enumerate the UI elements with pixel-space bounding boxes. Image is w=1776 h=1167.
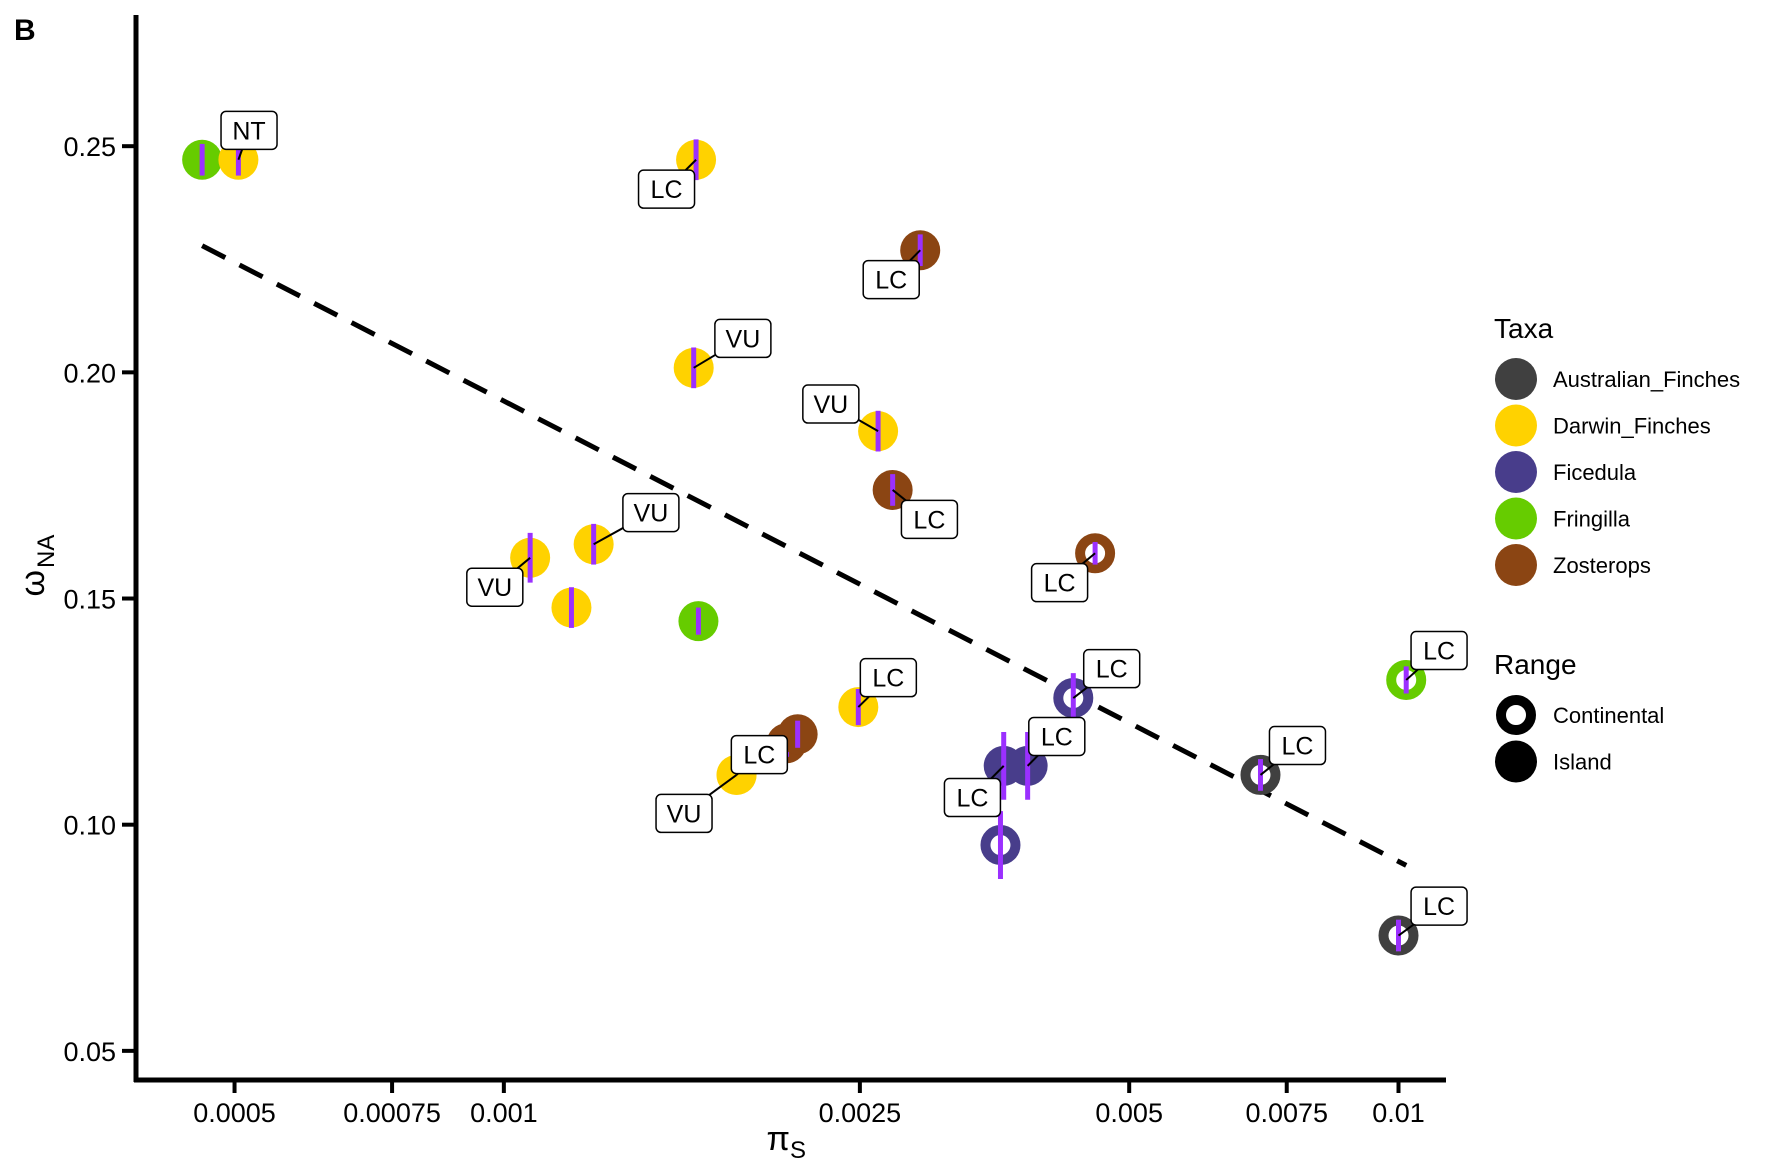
x-tick-label: 0.005 (1095, 1098, 1163, 1128)
label-box (714, 318, 772, 359)
x-tick-label: 0.0005 (193, 1098, 276, 1128)
x-tick-label: 0.00075 (343, 1098, 441, 1128)
label-box (802, 384, 860, 424)
legend-taxa: Australian_Finches Darwin_Finches Ficedula… (1495, 358, 1740, 586)
label-box (1268, 725, 1327, 766)
x-ticks: 0.0005 0.00075 0.001 0.0025 0.005 0.0075 0.01 (193, 1080, 1425, 1128)
point-label: VU (813, 391, 848, 419)
legend-range-label: Island (1553, 750, 1612, 775)
y-tick-label: 0.20 (63, 358, 116, 388)
legend-taxa-swatch (1495, 544, 1537, 586)
point-label: LC (913, 506, 945, 534)
legend-range: Continental Island (1495, 695, 1664, 783)
label-box (1028, 716, 1086, 757)
y-axis-title-subscript: NA (33, 535, 60, 568)
point-label: LC (956, 785, 988, 813)
point-label: LC (1041, 723, 1073, 751)
legend-range-swatch (1496, 695, 1536, 735)
point-label: LC (1423, 893, 1455, 921)
y-tick-label: 0.25 (63, 132, 116, 162)
x-tick-label: 0.0075 (1245, 1098, 1328, 1128)
legend-taxa-swatch (1495, 358, 1537, 400)
point-label: LC (743, 742, 775, 770)
label-box (1030, 562, 1089, 603)
legend-taxa-label: Zosterops (1553, 553, 1651, 578)
point-label: LC (1096, 656, 1128, 684)
label-box (943, 777, 1002, 818)
label-box (862, 259, 920, 300)
legend-taxa-label: Darwin_Finches (1553, 414, 1711, 439)
label-box (1082, 648, 1141, 689)
point-label: LC (651, 176, 683, 204)
legend-title-range: Range (1494, 649, 1577, 680)
legend-taxa-swatch (1495, 451, 1537, 493)
legend-taxa-swatch (1495, 404, 1537, 447)
point-label: VU (726, 325, 761, 353)
legend-range-swatch (1495, 740, 1537, 783)
y-tick-label: 0.10 (63, 811, 116, 841)
label-box (637, 169, 696, 209)
legend-taxa-label: Australian_Finches (1553, 367, 1740, 392)
label-box (220, 110, 278, 151)
y-tick-label: 0.15 (63, 585, 116, 615)
points-layer (182, 139, 1427, 956)
trend-layer (200, 243, 1408, 868)
legend-taxa-swatch (1495, 497, 1537, 540)
label-box (859, 657, 918, 698)
point-label: LC (1281, 733, 1313, 761)
legend-range-label: Continental (1553, 703, 1664, 728)
label-box (1410, 630, 1468, 671)
x-tick-label: 0.01 (1372, 1098, 1425, 1128)
y-ticks: 0.05 0.10 0.15 0.20 0.25 (63, 132, 136, 1067)
label-box (900, 499, 959, 540)
point-label: LC (1044, 570, 1076, 598)
point-label: LC (872, 665, 904, 693)
panel-label: B (14, 14, 36, 47)
label-box (466, 567, 524, 607)
trend-line (200, 243, 1408, 868)
label-box (622, 492, 680, 533)
point-label: LC (875, 267, 907, 295)
point-label: VU (634, 500, 669, 528)
point-label: VU (667, 800, 702, 828)
x-tick-label: 0.0025 (819, 1098, 902, 1128)
y-axis-title: ω (14, 570, 52, 597)
point-label: LC (1423, 638, 1455, 666)
labels-layer: NT LC LC VU VU LC VU VU LC LC LC LC LC LC LC VU LC LC (220, 110, 1468, 937)
label-box (1410, 886, 1468, 926)
x-axis-title: π (767, 1120, 790, 1158)
x-tick-label: 0.001 (470, 1098, 538, 1128)
point-label: VU (477, 574, 512, 602)
label-box (730, 734, 789, 775)
x-axis-title-subscript: S (790, 1137, 806, 1162)
legend-taxa-label: Fringilla (1553, 507, 1631, 532)
legend-taxa-label: Ficedula (1553, 460, 1637, 485)
label-box (655, 793, 713, 834)
legend: Taxa Australian_Finches Darwin_Finches Fic… (1494, 313, 1740, 783)
point-label: NT (232, 117, 265, 145)
y-tick-label: 0.05 (63, 1037, 116, 1067)
legend-title-taxa: Taxa (1494, 313, 1554, 344)
